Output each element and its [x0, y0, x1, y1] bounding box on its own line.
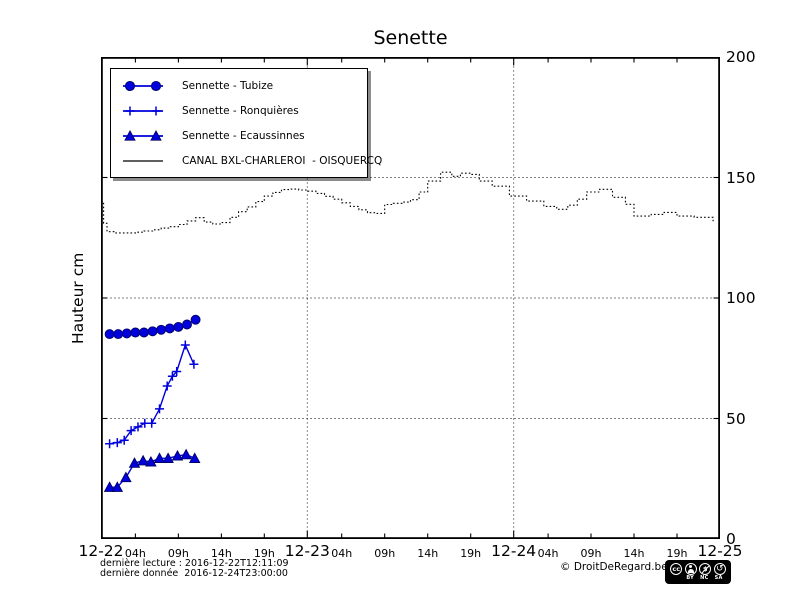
cc-icons-row: cc $ ↺ [670, 562, 726, 575]
x-date-label: 12-23 [284, 542, 330, 560]
legend-label: CANAL BXL-CHARLEROI - OISQUERCQ [182, 154, 383, 167]
footer-last-reading: dernière lecture : 2016-12-22T12:11:09 [100, 558, 289, 569]
cc-by-label: BY [686, 575, 695, 582]
y-tick-label: 150 [726, 168, 756, 187]
legend-label: Sennette - Ronquières [182, 104, 299, 117]
x-hour-label: 09h [580, 547, 602, 560]
cc-license-badge[interactable]: cc $ ↺ BY NC SA [665, 560, 731, 584]
legend-item-tubize: Sennette - Tubize [120, 74, 367, 98]
x-hour-label: 04h [537, 547, 559, 560]
circle-marker-icon [123, 80, 163, 91]
y-tick-label: 0 [726, 530, 736, 548]
x-hour-label: 14h [623, 547, 645, 560]
footer-last-data: dernière donnée 2016-12-24T23:00:00 [100, 567, 288, 579]
y-tick-label: 200 [726, 48, 756, 66]
x-date-label: 12-22 [78, 542, 124, 560]
x-hour-label: 09h [167, 547, 189, 560]
cc-nc-dollar-icon: $ [699, 562, 712, 575]
chart-title: Senette [373, 27, 448, 49]
x-hour-label: 14h [210, 547, 232, 560]
x-date-label: 12-24 [491, 542, 537, 560]
legend-item-ronquieres: Sennette - Ronquières [120, 99, 367, 123]
legend-item-ecaussinnes: Sennette - Ecaussinnes [120, 124, 367, 148]
copyright-text: © DroitDeRegard.be [560, 561, 668, 573]
cc-sa-label: SA [714, 575, 723, 582]
cc-logo-icon: cc [670, 562, 683, 575]
cc-nc-label: NC [700, 575, 709, 582]
cc-sa-arrow-icon: ↺ [713, 562, 726, 575]
x-hour-label: 09h [374, 547, 396, 560]
legend: Sennette - Tubize Sennette - Ronquières … [110, 68, 382, 178]
x-hour-label: 19h [460, 547, 482, 560]
line-marker-icon [123, 159, 163, 162]
legend-label: Sennette - Ecaussinnes [182, 129, 305, 142]
y-axis-title: Hauteur cm [69, 252, 87, 344]
plot-area [101, 57, 720, 539]
x-hour-label: 19h [666, 547, 688, 560]
x-date-label: 12-25 [697, 542, 743, 560]
y-tick-label: 50 [726, 409, 746, 428]
x-hour-label: 04h [124, 547, 146, 560]
triangle-marker-icon [123, 129, 163, 141]
cc-by-person-icon [684, 562, 697, 575]
y-tick-label: 100 [726, 289, 756, 307]
plus-marker-icon [123, 106, 163, 115]
x-hour-label: 14h [417, 547, 439, 560]
legend-item-canal: CANAL BXL-CHARLEROI - OISQUERCQ [120, 149, 382, 173]
legend-label: Sennette - Tubize [182, 79, 274, 92]
cc-labels-row: BY NC SA [686, 575, 722, 581]
x-hour-label: 04h [331, 547, 353, 560]
x-hour-label: 19h [253, 547, 275, 560]
